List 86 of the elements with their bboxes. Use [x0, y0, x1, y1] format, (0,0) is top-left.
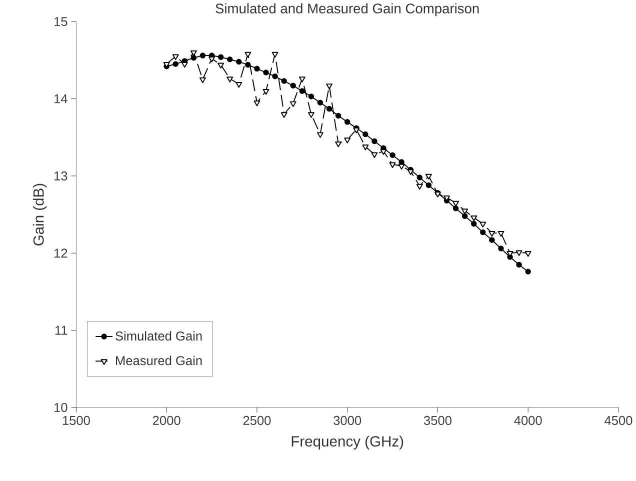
y-tick-label: 11	[55, 326, 68, 335]
y-tick-label: 14	[54, 94, 68, 104]
point	[236, 58, 242, 65]
point	[172, 61, 178, 68]
point	[262, 89, 270, 95]
point	[470, 216, 478, 222]
x-tick-label: 3000	[334, 416, 362, 426]
point	[516, 250, 522, 256]
point	[516, 262, 522, 268]
point	[353, 128, 360, 134]
point	[326, 84, 332, 90]
point	[317, 100, 324, 106]
point	[335, 142, 342, 148]
y-tick-label: 13	[54, 172, 68, 181]
point	[190, 55, 197, 61]
point	[280, 112, 288, 118]
point	[236, 82, 242, 88]
x-tick-label: 2000	[152, 416, 180, 426]
point	[299, 88, 306, 94]
legend-label: Measured Gain	[116, 356, 202, 366]
point	[488, 231, 496, 237]
point	[226, 56, 233, 62]
x-tick-label: 1500	[62, 416, 90, 426]
point	[308, 94, 314, 100]
point	[208, 56, 216, 62]
point	[372, 138, 378, 144]
point	[470, 221, 477, 227]
point	[272, 52, 278, 58]
legend-label: Simulated Gain	[116, 331, 202, 341]
point	[172, 54, 179, 60]
point	[298, 76, 306, 82]
point	[200, 52, 206, 59]
x-tick-label: 2500	[243, 416, 271, 426]
point	[389, 162, 396, 168]
point	[281, 78, 287, 84]
point	[416, 184, 423, 190]
point	[380, 149, 387, 156]
point	[272, 74, 278, 80]
point	[525, 268, 531, 275]
point	[425, 174, 432, 180]
point	[524, 251, 532, 257]
chart-title: Simulated and Measured Gain Comparison	[216, 3, 479, 16]
point	[263, 70, 269, 76]
point	[416, 174, 422, 180]
point	[326, 106, 332, 112]
x-tick-label: 4500	[604, 416, 632, 426]
point	[245, 62, 251, 68]
x-axis-title: Frequency (GHz)	[292, 436, 404, 450]
point	[335, 113, 342, 119]
y-tick-label: 15	[54, 17, 68, 26]
y-tick-label: 12	[54, 248, 68, 258]
point	[462, 208, 468, 214]
point	[290, 101, 296, 108]
point	[254, 100, 260, 106]
point	[190, 50, 197, 56]
point	[452, 201, 460, 207]
point	[344, 119, 350, 125]
point	[181, 62, 188, 68]
point	[480, 222, 486, 228]
point	[498, 231, 504, 237]
point	[407, 169, 414, 176]
point	[308, 112, 314, 118]
point	[452, 206, 459, 212]
point	[344, 138, 351, 144]
point	[371, 152, 378, 158]
point	[498, 246, 504, 252]
point	[199, 78, 206, 84]
point	[244, 52, 252, 58]
point	[398, 164, 405, 170]
y-tick-label: 10	[54, 403, 68, 412]
x-tick-label: 3500	[424, 416, 452, 426]
point	[316, 132, 324, 138]
y-axis-title: Gain (dB)	[32, 184, 47, 246]
point	[362, 144, 369, 150]
point	[480, 230, 486, 236]
point	[218, 54, 224, 60]
x-tick-label: 4000	[514, 416, 542, 426]
point	[390, 152, 396, 158]
point	[426, 182, 432, 188]
point	[462, 213, 468, 220]
point	[362, 132, 368, 138]
point	[489, 237, 495, 244]
point	[254, 66, 260, 72]
point	[226, 76, 234, 82]
point	[290, 82, 296, 89]
point	[218, 62, 224, 69]
